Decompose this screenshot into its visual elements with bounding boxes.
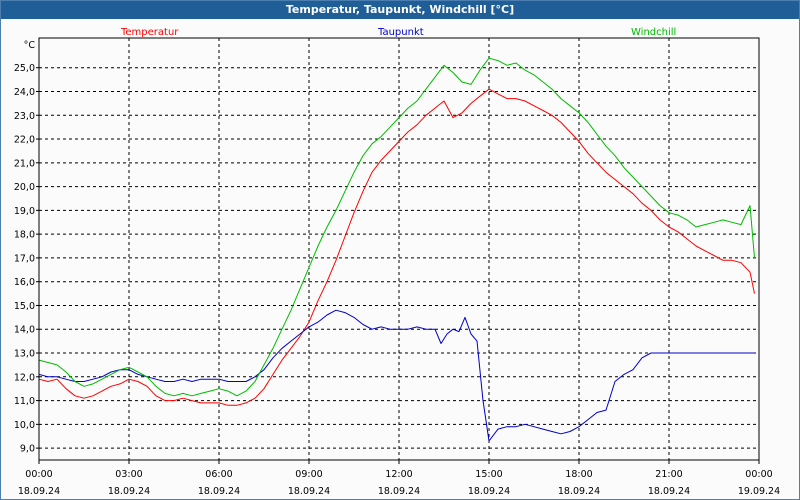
x-tick-date: 18.09.24 (198, 486, 240, 497)
x-tick-date: 18.09.24 (378, 486, 420, 497)
x-tick-time: 03:00 (115, 469, 142, 480)
y-tick-label: 14,0 (14, 325, 35, 336)
y-tick-label: 10,0 (14, 420, 35, 431)
series-line-temperatur (38, 88, 755, 406)
y-tick-label: 13,0 (14, 349, 35, 360)
y-tick-label: 20,0 (14, 182, 35, 193)
y-tick-label: 25,0 (14, 63, 35, 74)
legend: Temperatur Taupunkt Windchill (120, 27, 676, 38)
y-tick-label: 24,0 (14, 87, 35, 98)
legend-windchill: Windchill (631, 27, 676, 38)
series-line-windchill (38, 57, 755, 397)
x-tick-date: 19.09.24 (738, 486, 780, 497)
x-tick-time: 00:00 (25, 469, 52, 480)
x-tick-date: 18.09.24 (288, 486, 330, 497)
x-tick-date: 18.09.24 (468, 486, 510, 497)
y-axis-label: °C (24, 40, 36, 51)
grid (39, 38, 759, 460)
y-tick-label: 22,0 (14, 135, 35, 146)
y-tick-label: 12,0 (14, 372, 35, 383)
series-lines (38, 57, 755, 442)
x-tick-time: 15:00 (475, 469, 502, 480)
x-tick-time: 18:00 (565, 469, 592, 480)
x-tick-time: 06:00 (205, 469, 232, 480)
series-line-taupunkt (38, 309, 755, 442)
y-tick-label: 15,0 (14, 301, 35, 312)
x-axis-ticks: 00:00 18.09.24 03:00 18.09.24 06:00 18.09.24 0… (18, 460, 780, 497)
x-tick-time: 00:00 (745, 469, 772, 480)
legend-taupunkt: Taupunkt (377, 27, 424, 38)
window-title: Temperatur, Taupunkt, Windchill [°C] (1, 1, 799, 19)
x-tick-time: 21:00 (655, 469, 682, 480)
x-tick-time: 09:00 (295, 469, 322, 480)
y-tick-label: 17,0 (14, 253, 35, 264)
y-tick-label: 18,0 (14, 230, 35, 241)
y-tick-label: 19,0 (14, 206, 35, 217)
x-tick-date: 18.09.24 (18, 486, 60, 497)
y-axis-ticks: 9,0 10,0 11,0 12,0 13,0 14,0 15,0 16,0 17,0 18,0 1… (14, 63, 39, 455)
x-tick-date: 18.09.24 (558, 486, 600, 497)
legend-temperatur: Temperatur (120, 27, 179, 38)
x-tick-date: 18.09.24 (108, 486, 150, 497)
x-tick-date: 18.09.24 (648, 486, 690, 497)
y-tick-label: 21,0 (14, 158, 35, 169)
y-tick-label: 16,0 (14, 277, 35, 288)
x-tick-time: 12:00 (385, 469, 412, 480)
y-tick-label: 9,0 (20, 444, 35, 455)
y-tick-label: 23,0 (14, 111, 35, 122)
y-tick-label: 11,0 (14, 396, 35, 407)
